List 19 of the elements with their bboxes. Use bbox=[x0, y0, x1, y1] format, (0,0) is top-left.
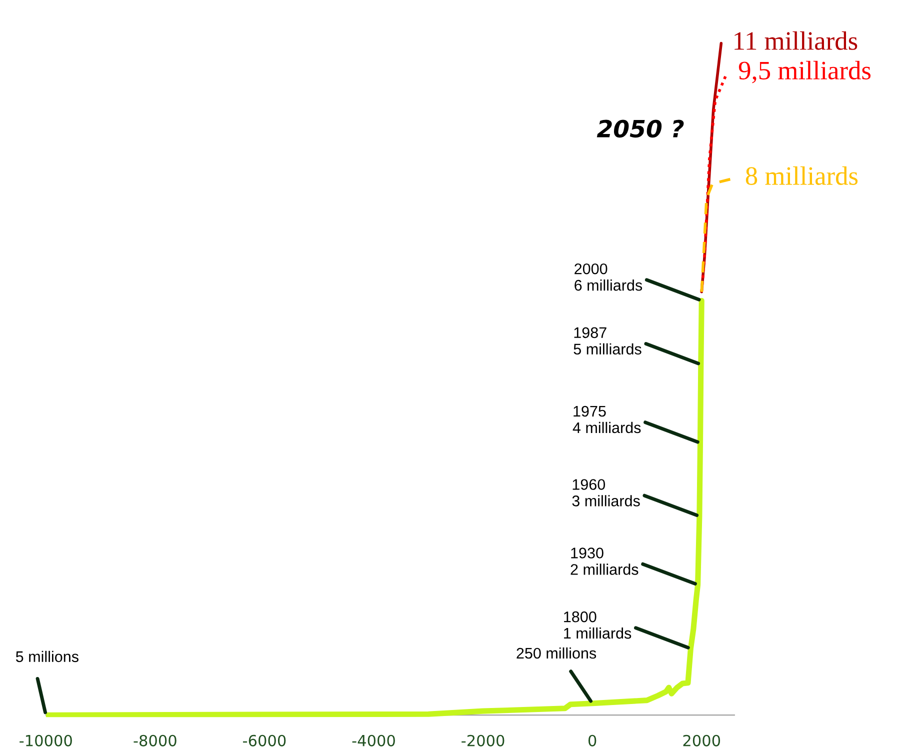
x-tick-label: -8000 bbox=[134, 734, 176, 746]
annotation: 5 millions bbox=[16, 650, 78, 662]
x-tick-label: -10000 bbox=[20, 734, 72, 746]
annotation: 2000 6 milliards bbox=[574, 263, 642, 291]
annotation: 1930 2 milliards bbox=[570, 548, 638, 575]
x-tick-label: -4000 bbox=[352, 734, 395, 746]
x-tick-label: 2000 bbox=[683, 734, 720, 746]
annotation: 1800 1 milliards bbox=[564, 611, 632, 639]
x-tick-label: -2000 bbox=[462, 734, 504, 746]
annotation: 1960 3 milliards bbox=[572, 479, 640, 506]
series-label: 11 milliards bbox=[734, 31, 858, 50]
series-label: 9,5 milliards bbox=[738, 60, 871, 84]
annotation: 2050 ? bbox=[596, 120, 684, 138]
annotation: 250 millions bbox=[516, 647, 596, 659]
annotation: 1987 5 milliards bbox=[574, 327, 642, 355]
annotation: 1975 4 milliards bbox=[572, 406, 641, 434]
series-label: 8 milliards bbox=[746, 166, 858, 185]
x-tick-label: -6000 bbox=[243, 734, 286, 746]
x-tick-label: 0 bbox=[588, 734, 596, 746]
